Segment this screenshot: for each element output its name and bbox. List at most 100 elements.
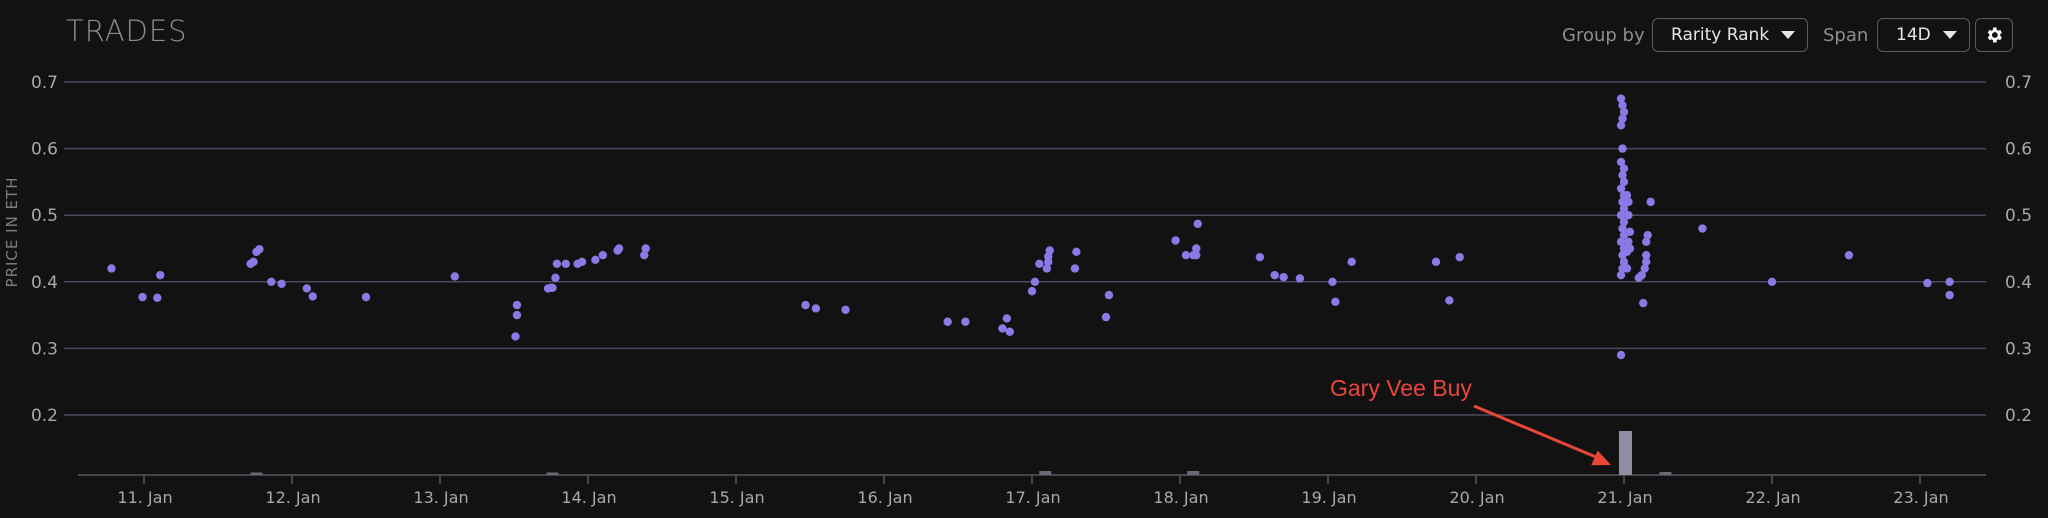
trade-point (1070, 264, 1080, 273)
trade-point (1445, 296, 1454, 305)
volume-bars (250, 431, 1672, 475)
trade-point (1005, 327, 1014, 336)
trade-point (1618, 171, 1627, 180)
trade-point (1624, 211, 1633, 220)
trade-point (1270, 270, 1279, 280)
trade-point (1624, 197, 1633, 207)
trade-point (138, 292, 147, 302)
x-tick-label: 15. Jan (709, 488, 764, 507)
trade-point (641, 244, 650, 253)
trade-point (1619, 164, 1629, 173)
trade-point (1027, 286, 1037, 296)
trade-point (1192, 244, 1201, 253)
trade-point (1639, 298, 1648, 308)
trade-point (308, 292, 317, 301)
trade-point (1104, 290, 1114, 300)
trade-point (1642, 257, 1651, 267)
trade-point (551, 273, 560, 283)
trade-point (1255, 252, 1265, 262)
trade-point (1616, 184, 1626, 193)
trade-point (801, 300, 810, 310)
trade-point (614, 244, 624, 253)
trade-point (1616, 350, 1626, 360)
trade-point (943, 317, 952, 326)
volume-bar (1659, 472, 1672, 475)
trade-point (1622, 264, 1632, 273)
trade-point (156, 270, 165, 280)
trade-point (1618, 224, 1627, 233)
trade-point (591, 255, 600, 265)
trade-point (450, 272, 459, 281)
trade-point (1646, 197, 1655, 207)
y-tick-label: 0.6 (31, 140, 58, 160)
trade-point (1616, 157, 1626, 167)
x-tick-label: 14. Jan (561, 488, 616, 507)
trade-point (1618, 197, 1627, 207)
trade-point (1625, 244, 1635, 253)
trade-point (1616, 237, 1626, 247)
span-label: Span (1823, 25, 1869, 46)
trade-point (1431, 257, 1441, 267)
trade-point (577, 257, 587, 267)
trade-point (1192, 250, 1201, 260)
trade-point (1279, 272, 1288, 282)
x-tick-label: 13. Jan (413, 488, 468, 507)
gear-icon (1987, 27, 2002, 43)
trade-point (1619, 204, 1629, 213)
trade-point (1619, 107, 1629, 117)
y-tick-label: 0.6 (2005, 140, 2032, 160)
trade-point (961, 317, 970, 326)
trade-point (1698, 224, 1707, 233)
page-title: TRADES (66, 14, 188, 48)
trade-point (1193, 219, 1202, 229)
trade-point (1625, 227, 1635, 237)
trade-point (1923, 278, 1932, 288)
trade-point (1295, 274, 1305, 283)
trade-point (1622, 191, 1632, 200)
trade-point (302, 284, 311, 293)
trade-point (552, 259, 562, 269)
volume-bar (250, 472, 263, 475)
annotation-arrow-line (1473, 404, 1604, 462)
span-dropdown[interactable]: 14D (1877, 18, 1970, 52)
trade-point (1945, 290, 1954, 300)
trade-point (267, 277, 276, 286)
x-tick-label: 19. Jan (1301, 488, 1356, 507)
trade-point (1072, 247, 1081, 257)
trade-point (512, 310, 522, 320)
x-tick-label: 11. Jan (117, 488, 172, 507)
trade-point (998, 324, 1007, 333)
x-tick-label: 21. Jan (1597, 488, 1652, 507)
trade-point (255, 244, 264, 254)
trade-point (249, 257, 258, 267)
x-tick-label: 16. Jan (857, 488, 912, 507)
y-tick-label: 0.7 (2005, 73, 2032, 93)
trade-points (107, 94, 1954, 360)
trade-point (1619, 177, 1629, 187)
group-by-value: Rarity Rank (1671, 25, 1770, 45)
trade-point (1618, 101, 1627, 110)
y-tick-label: 0.3 (31, 339, 58, 359)
trade-point (548, 283, 557, 292)
trade-point (561, 259, 570, 269)
trade-point (1637, 270, 1646, 280)
trade-point (1642, 250, 1651, 260)
trade-point (1328, 277, 1337, 286)
volume-bar (546, 472, 559, 475)
trade-point (1045, 246, 1054, 255)
y-tick-label: 0.4 (2005, 273, 2032, 293)
trade-point (1101, 312, 1111, 322)
settings-button[interactable] (1975, 18, 2013, 52)
trade-point (1624, 237, 1633, 247)
trade-point (1640, 264, 1649, 273)
x-tick-label: 17. Jan (1005, 488, 1060, 507)
y-tick-label: 0.2 (2005, 406, 2032, 426)
trade-point (1643, 230, 1652, 240)
y-tick-label: 0.5 (2005, 206, 2032, 226)
trade-point (640, 250, 649, 260)
trade-point (1171, 236, 1180, 245)
group-by-dropdown[interactable]: Rarity Rank (1652, 18, 1809, 52)
y-tick-label: 0.2 (31, 406, 58, 426)
trade-point (1616, 94, 1626, 103)
